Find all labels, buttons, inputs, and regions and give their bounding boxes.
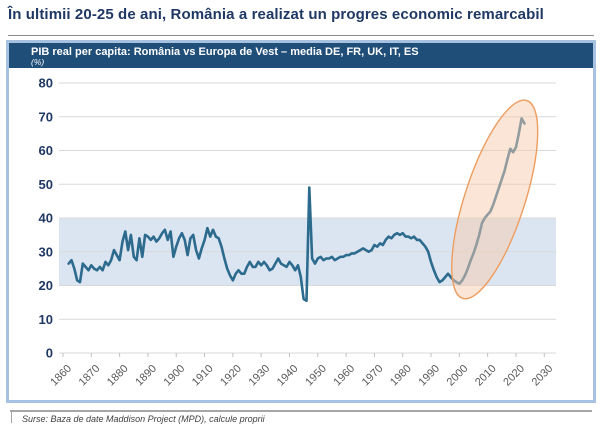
x-axis-tick-label: 1900 — [162, 363, 188, 389]
y-axis-tick-label: 0 — [46, 346, 53, 361]
x-axis-tick-label: 1930 — [246, 363, 272, 389]
x-axis-tick-label: 1860 — [48, 363, 74, 389]
x-axis-tick-label: 1870 — [77, 363, 103, 389]
chart-title-bar: PIB real per capita: România vs Europa d… — [9, 43, 593, 68]
x-axis-tick-label: 2030 — [530, 363, 556, 389]
y-axis-tick-label: 20 — [39, 278, 53, 293]
y-axis-tick-label: 60 — [39, 143, 53, 158]
x-axis-tick-label: 2010 — [473, 363, 499, 389]
y-axis-tick-label: 30 — [39, 244, 53, 259]
chart-container: PIB real per capita: România vs Europa d… — [6, 40, 596, 403]
x-axis-tick-label: 1890 — [133, 363, 159, 389]
y-axis-tick-label: 50 — [39, 177, 53, 192]
x-axis-tick-label: 1910 — [190, 363, 216, 389]
highlight-ellipse — [451, 99, 539, 300]
y-axis-tick-label: 80 — [39, 76, 53, 91]
x-axis-tick-label: 1960 — [331, 363, 357, 389]
page-title: În ultimii 20-25 de ani, România a reali… — [8, 6, 544, 23]
y-axis-tick-label: 10 — [39, 312, 53, 327]
title-divider — [8, 35, 594, 36]
x-axis-tick-label: 1980 — [388, 363, 414, 389]
x-axis-tick-label: 1920 — [218, 363, 244, 389]
y-axis-tick-label: 70 — [39, 109, 53, 124]
x-axis-tick-label: 1940 — [275, 363, 301, 389]
chart-unit-label: (%) — [31, 57, 45, 67]
romania-vs-west-line — [67, 117, 526, 302]
chart-title: PIB real per capita: România vs Europa d… — [31, 46, 419, 58]
x-axis-tick-label: 1990 — [416, 363, 442, 389]
footer-divider — [10, 410, 592, 412]
x-axis-tick-label: 1880 — [105, 363, 131, 389]
x-axis-tick-label: 2020 — [501, 363, 527, 389]
x-axis-tick-label: 1970 — [360, 363, 386, 389]
source-note: Surse: Baza de date Maddison Project (MP… — [22, 414, 265, 424]
x-axis-tick-label: 2000 — [445, 363, 471, 389]
x-axis-tick-label: 1950 — [303, 363, 329, 389]
footer-divider-tick — [11, 410, 12, 423]
y-axis-tick-label: 40 — [39, 211, 53, 226]
